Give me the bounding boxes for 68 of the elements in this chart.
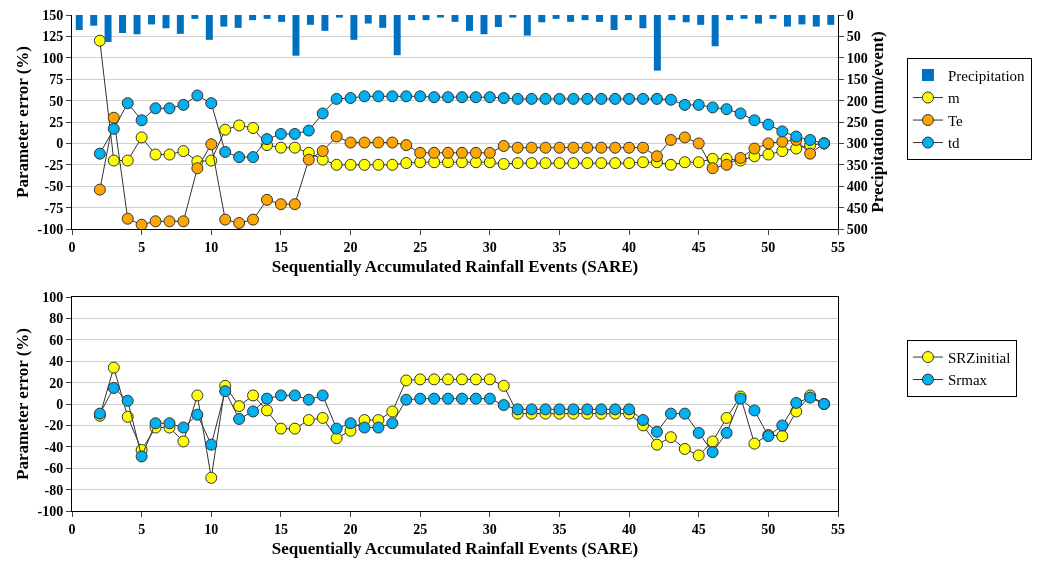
x-tick-label: 10 (204, 239, 219, 255)
x-tick-label: 45 (691, 239, 706, 255)
x-tick-label: 30 (482, 239, 497, 255)
x-tick-label: 35 (552, 521, 567, 537)
y-tick-label: -100 (37, 503, 64, 519)
y-tick-label: 80 (49, 311, 64, 327)
legend-label: Te (947, 112, 964, 129)
y-tick-label: 0 (56, 396, 64, 412)
x-tick-label: 0 (68, 521, 76, 537)
x-tick-label: 50 (761, 521, 776, 537)
y-tick-label: -75 (44, 200, 64, 216)
x-tick-label: 5 (138, 239, 146, 255)
y-tick-label: -80 (44, 482, 64, 498)
y-tick-label: -100 (37, 221, 64, 237)
x-tick-label: 15 (273, 239, 288, 255)
x-tick-label: 50 (761, 239, 776, 255)
y-tick-label: 0 (56, 136, 64, 152)
y-tick-label: 75 (49, 72, 64, 88)
y-tick-label: 150 (42, 7, 64, 23)
y-tick-label: 20 (49, 375, 64, 391)
x-tick-label: 25 (413, 521, 428, 537)
y2-tick-label: 200 (846, 93, 868, 109)
x-tick-label: 45 (691, 521, 706, 537)
x-tick-label: 5 (138, 521, 146, 537)
y-tick-label: 40 (49, 354, 64, 370)
y2-tick-label: 300 (846, 136, 868, 152)
y-tick-label: 100 (42, 50, 64, 66)
y-tick-label: 125 (42, 29, 64, 45)
legend-label: Precipitation (947, 67, 1026, 84)
legend-label: SRZinitial (947, 349, 1011, 366)
x-tick-label: 55 (831, 239, 845, 255)
y-tick-label: -50 (44, 179, 64, 195)
y2-tick-label: 400 (846, 179, 868, 195)
y-axis-title: Parameter error (%) (13, 328, 33, 480)
x-tick-label: 25 (413, 239, 428, 255)
x-tick-label: 15 (273, 521, 288, 537)
y-tick-label: 50 (49, 93, 64, 109)
x-tick-label: 40 (622, 521, 637, 537)
x-tick-label: 10 (204, 521, 219, 537)
y2-axis-title: Precipitation (mm/event) (868, 31, 888, 213)
legend-label: td (947, 135, 961, 152)
y2-tick-label: 350 (846, 157, 868, 173)
y-tick-label: 25 (49, 114, 64, 130)
y-tick-label: -20 (44, 418, 64, 434)
y-tick-label: 100 (42, 289, 64, 305)
y2-tick-label: 0 (846, 7, 854, 23)
y-tick-label: -40 (44, 439, 64, 455)
y-tick-label: -25 (44, 157, 64, 173)
y2-tick-label: 250 (846, 114, 868, 130)
legend-label: Srmax (947, 372, 988, 389)
x-tick-label: 35 (552, 239, 567, 255)
x-tick-label: 30 (482, 521, 497, 537)
y2-tick-label: 100 (846, 50, 868, 66)
x-axis-title: Sequentially Accumulated Rainfall Events (SARE) (271, 539, 639, 559)
x-tick-label: 20 (343, 239, 358, 255)
x-axis-title: Sequentially Accumulated Rainfall Events (SARE) (271, 257, 639, 277)
y-tick-label: 60 (49, 332, 64, 348)
y-tick-label: -60 (44, 461, 64, 477)
x-tick-label: 40 (622, 239, 637, 255)
y2-tick-label: 500 (846, 221, 868, 237)
x-tick-label: 55 (831, 521, 845, 537)
x-tick-label: 0 (68, 239, 76, 255)
y2-tick-label: 150 (846, 72, 868, 88)
y-axis-title: Parameter error (%) (13, 46, 33, 198)
legend-label: m (947, 90, 960, 107)
y2-tick-label: 450 (846, 200, 868, 216)
y2-tick-label: 50 (846, 29, 861, 45)
x-tick-label: 20 (343, 521, 358, 537)
